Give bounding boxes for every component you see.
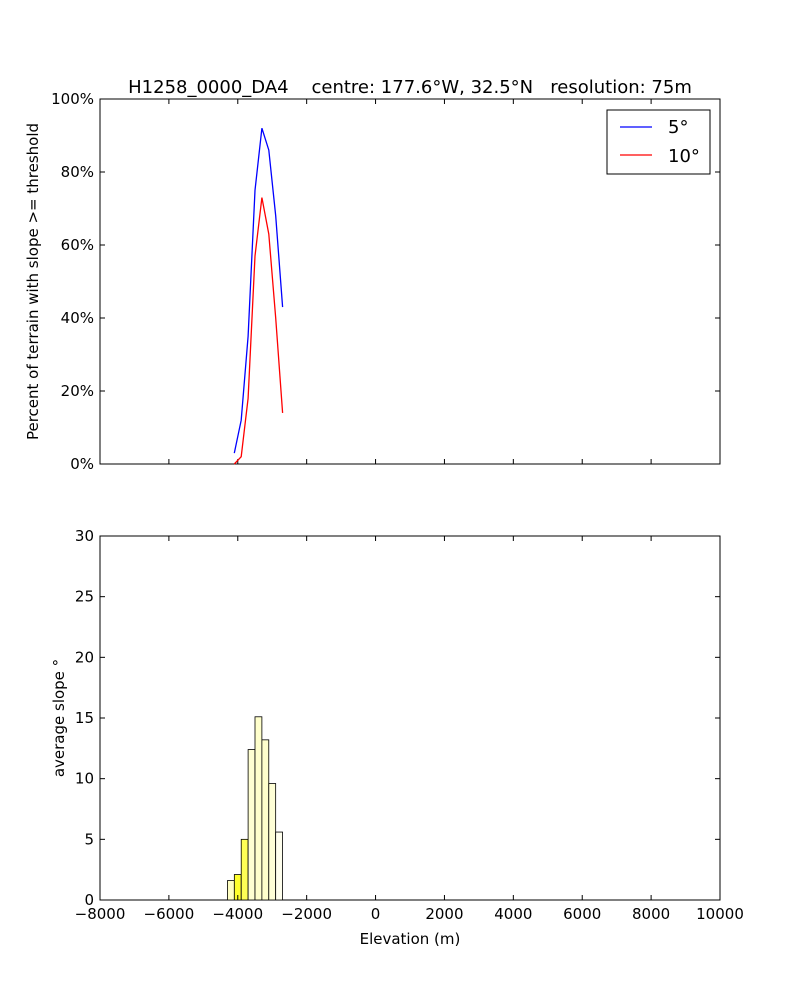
bottom-ytick-label: 20 <box>75 648 94 666</box>
bottom-plot-frame <box>99 535 721 901</box>
bottom-y-axis-label: average slope ° <box>50 659 68 777</box>
xtick-label: −2000 <box>281 905 332 923</box>
bottom-ytick-label: 15 <box>75 709 94 727</box>
xtick-label: −4000 <box>212 905 263 923</box>
xtick-label: −8000 <box>75 905 126 923</box>
legend-label-5: 5° <box>668 117 688 138</box>
legend-label-10: 10° <box>668 146 700 167</box>
bottom-ticks: 0 5 10 15 20 25 30 −8000 −6000 −4000 −2000 0 2000 400… <box>75 527 744 923</box>
bottom-ytick-label: 30 <box>75 527 94 545</box>
bar <box>268 783 277 901</box>
top-ytick-label: 60% <box>61 236 94 254</box>
bar <box>227 880 235 901</box>
top-ytick-label: 100% <box>51 90 94 108</box>
xtick-label: 2000 <box>425 905 463 923</box>
series-line-0 <box>233 128 284 454</box>
bottom-ytick-label: 0 <box>84 891 94 909</box>
top-ytick-label: 80% <box>61 163 94 181</box>
bar <box>261 739 270 901</box>
xtick-label: 6000 <box>563 905 601 923</box>
top-ytick-label: 40% <box>61 309 94 327</box>
x-axis-label: Elevation (m) <box>360 930 461 948</box>
legend-box <box>606 109 711 175</box>
xtick-label: 8000 <box>632 905 670 923</box>
top-ytick-label: 20% <box>61 382 94 400</box>
bar <box>254 716 263 901</box>
top-y-axis-label: Percent of terrain with slope >= thresho… <box>24 123 42 440</box>
bottom-bars <box>227 716 283 901</box>
xtick-label: 0 <box>371 905 381 923</box>
xtick-label: 4000 <box>494 905 532 923</box>
xtick-label: −6000 <box>144 905 195 923</box>
bottom-ytick-label: 25 <box>75 588 94 606</box>
legend: 5° 10° <box>606 109 711 175</box>
chart-title: H1258_0000_DA4 centre: 177.6°W, 32.5°N r… <box>128 77 692 98</box>
bar <box>240 838 249 901</box>
bottom-ytick-label: 5 <box>84 830 94 848</box>
bottom-bar-chart: 0 5 10 15 20 25 30 −8000 −6000 −4000 −2000 0 2000 400… <box>50 527 744 948</box>
bar <box>247 749 256 901</box>
top-ytick-label: 0% <box>70 455 94 473</box>
top-ticks: 0% 20% 40% 60% 80% 100% <box>51 90 721 473</box>
xtick-label: 10000 <box>696 905 744 923</box>
top-line-chart: 0% 20% 40% 60% 80% 100% Percent of terrain wi… <box>24 90 721 473</box>
bar <box>275 831 283 901</box>
bottom-ytick-label: 10 <box>75 770 94 788</box>
series-line-1 <box>233 197 284 465</box>
top-series <box>233 128 284 465</box>
